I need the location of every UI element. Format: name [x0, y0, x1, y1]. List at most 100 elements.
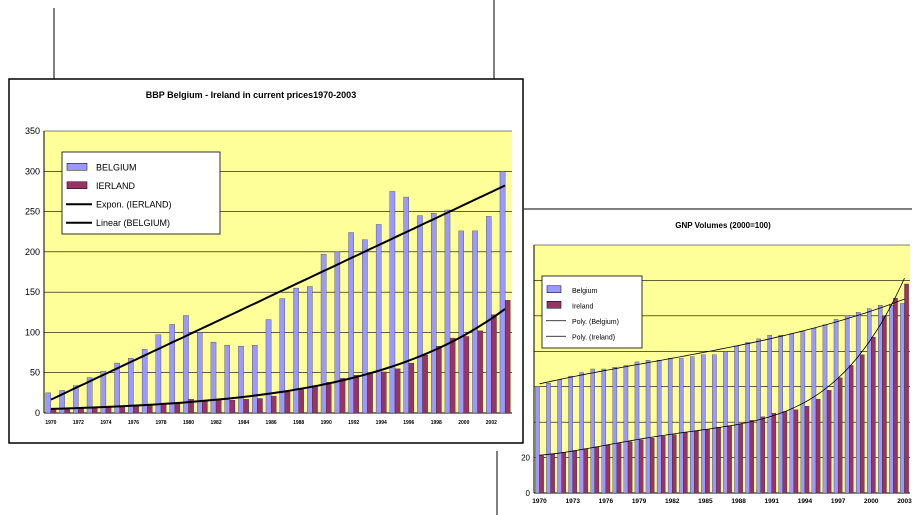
legend-swatch — [546, 285, 562, 293]
bar-ierland — [353, 374, 360, 414]
bar-ierland — [133, 405, 139, 414]
x-tick-label: 1976 — [128, 420, 139, 426]
bar-belgium — [417, 215, 423, 414]
x-tick-label: 1979 — [632, 498, 647, 505]
bar-ireland — [539, 455, 544, 494]
bar-belgium — [723, 351, 728, 494]
bar-belgium — [362, 239, 368, 414]
bar-belgium — [579, 372, 584, 494]
bar-belgium — [73, 385, 79, 414]
legend-label: BELGIUM — [96, 162, 137, 172]
bar-ireland — [837, 377, 843, 494]
bar-belgium — [499, 171, 506, 414]
bar-belgium — [389, 191, 396, 414]
bar-belgium — [535, 386, 540, 494]
bar-ireland — [793, 409, 799, 494]
bar-belgium — [623, 365, 629, 494]
bar-belgium — [45, 392, 52, 414]
y-tick-label: 0 — [526, 489, 531, 498]
bar-ireland — [649, 437, 655, 494]
x-tick-label: 2002 — [486, 420, 497, 426]
legend-swatch — [66, 163, 88, 171]
bar-ierland — [188, 399, 194, 414]
bar-belgium — [701, 354, 706, 494]
bar-ireland — [782, 411, 788, 494]
x-tick-label: 1972 — [73, 420, 84, 426]
bar-belgium — [430, 213, 437, 414]
bar-belgium — [444, 209, 451, 414]
bar-ierland — [119, 406, 126, 414]
bar-ierland — [326, 382, 332, 414]
trendline — [539, 298, 905, 385]
bar-ierland — [463, 336, 470, 414]
bar-belgium — [634, 361, 640, 494]
bar-belgium — [889, 305, 894, 494]
bar-belgium — [712, 354, 717, 494]
chart1-bars — [45, 171, 511, 414]
bar-belgium — [833, 319, 839, 494]
bar-ireland — [550, 453, 555, 494]
bar-belgium — [375, 224, 382, 414]
bar-ierland — [284, 391, 291, 414]
bar-ireland — [616, 443, 622, 494]
bar-ierland — [202, 399, 208, 414]
bar-ireland — [572, 450, 578, 494]
x-tick-label: 2000 — [458, 420, 469, 426]
bar-ierland — [339, 378, 346, 414]
x-tick-label: 1994 — [376, 420, 387, 426]
bar-belgium — [678, 358, 684, 494]
bar-ireland — [638, 439, 644, 494]
bar-belgium — [866, 308, 872, 494]
chart2-title: GNP Volumes (2000=100) — [675, 221, 771, 230]
legend-swatch — [546, 301, 562, 309]
bar-ireland — [561, 452, 566, 494]
bar-ierland — [229, 399, 236, 414]
bar-belgium — [141, 349, 148, 414]
chart1-x-axis: 1970 1972 1974 1976 1978 1980 1982 1984 1986 1988… — [45, 420, 497, 426]
bar-belgium — [293, 287, 299, 414]
chart2-trendlines — [539, 278, 905, 456]
chart1-trendlines — [50, 184, 506, 410]
bar-ireland — [882, 315, 887, 494]
legend-label: Linear (BELGIUM) — [96, 218, 170, 228]
bar-belgium — [210, 341, 217, 414]
bar-ireland — [727, 425, 732, 494]
bar-belgium — [224, 345, 230, 414]
bar-ireland — [683, 432, 688, 494]
chart2-legend: Belgium Ireland Poly. (Belgium) Poly. (Irel… — [541, 275, 643, 349]
bar-ierland — [477, 330, 483, 414]
legend-label: Poly. (Belgium) — [572, 319, 619, 326]
bar-belgium — [128, 358, 134, 414]
bar-belgium — [403, 196, 409, 414]
bar-belgium — [238, 345, 244, 414]
bar-belgium — [878, 305, 883, 494]
bar-belgium — [811, 328, 817, 494]
y-tick-label: 100 — [25, 327, 40, 337]
bar-belgium — [334, 251, 341, 414]
bar-belgium — [767, 335, 772, 494]
bar-belgium — [86, 377, 93, 414]
bar-ierland — [160, 403, 167, 414]
bar-ireland — [815, 398, 821, 494]
bar-belgium — [656, 359, 662, 494]
bar-ierland — [394, 368, 401, 414]
bar-ierland — [257, 398, 263, 414]
x-tick-label: 1980 — [183, 420, 194, 426]
bar-belgium — [155, 334, 162, 414]
bar-belgium — [645, 359, 651, 494]
bar-ireland — [705, 429, 710, 494]
bar-belgium — [612, 367, 618, 494]
bar-belgium — [546, 383, 551, 494]
x-tick-label: 1970 — [45, 420, 56, 426]
bar-belgium — [900, 303, 905, 494]
bar-belgium — [169, 324, 175, 414]
bar-ireland — [661, 436, 666, 494]
bar-ireland — [904, 283, 909, 494]
bar-ierland — [298, 389, 304, 414]
bar-belgium — [601, 368, 607, 494]
bar-belgium — [59, 390, 65, 414]
bar-belgium — [800, 331, 806, 494]
bar-belgium — [745, 342, 750, 494]
bar-ireland — [804, 406, 810, 494]
